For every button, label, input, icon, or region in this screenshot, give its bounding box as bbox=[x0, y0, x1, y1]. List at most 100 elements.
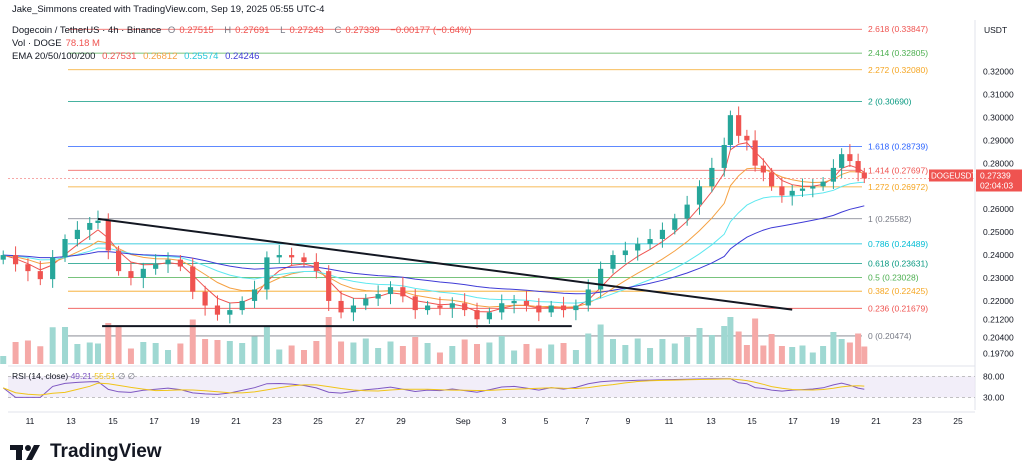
volume-bar bbox=[226, 341, 233, 364]
time-tick-label: 23 bbox=[912, 416, 922, 426]
time-tick-label: 21 bbox=[231, 416, 241, 426]
fib-level-label: 1.414 (0.27697) bbox=[868, 165, 928, 175]
candle-body bbox=[424, 305, 431, 311]
volume-bar bbox=[74, 344, 81, 364]
volume-bar bbox=[768, 334, 775, 364]
time-tick-label: 9 bbox=[626, 416, 631, 426]
fib-level-label: 1.618 (0.28739) bbox=[868, 141, 928, 151]
candle-body bbox=[363, 298, 369, 306]
candle-body bbox=[684, 204, 690, 219]
candle-body bbox=[523, 300, 530, 306]
candle-body bbox=[779, 186, 785, 196]
time-tick-label: 19 bbox=[830, 416, 840, 426]
time-tick-label: 17 bbox=[149, 416, 159, 426]
volume-bar bbox=[861, 346, 868, 364]
candle-body bbox=[264, 257, 270, 290]
time-tick-label: 21 bbox=[871, 416, 881, 426]
fib-level-label: 2 (0.30690) bbox=[868, 97, 912, 107]
ohlc-high: H 0.27691 bbox=[224, 25, 270, 36]
fib-level-label: 0.382 (0.22425) bbox=[868, 286, 928, 296]
volume-bar bbox=[12, 342, 19, 364]
volume-bar bbox=[572, 350, 579, 364]
volume-bar bbox=[449, 346, 456, 364]
candle-body bbox=[87, 222, 93, 230]
price-tick-label: 0.23000 bbox=[983, 273, 1014, 283]
volume-bar bbox=[387, 341, 394, 364]
price-tick-label: 0.20400 bbox=[983, 333, 1014, 343]
time-tick-label: 17 bbox=[788, 416, 798, 426]
volume-bar bbox=[585, 333, 592, 364]
candle-body bbox=[548, 305, 554, 313]
candle-body bbox=[672, 218, 678, 230]
time-tick-label: 25 bbox=[953, 416, 963, 426]
current-price-label: 0.27339 bbox=[980, 170, 1011, 180]
volume-bar bbox=[760, 345, 767, 364]
ema200-line bbox=[3, 205, 865, 295]
candle-body bbox=[610, 255, 616, 269]
volume-bar bbox=[362, 338, 369, 364]
candle-body bbox=[560, 305, 567, 311]
volume-legend: Vol · DOGE 78.18 M bbox=[12, 38, 100, 49]
ohlc-close: C 0.27339 bbox=[334, 25, 380, 36]
volume-bar bbox=[498, 336, 505, 364]
fib-level-label: 0.618 (0.23631) bbox=[868, 259, 928, 269]
candle-body bbox=[647, 239, 653, 244]
candle-body bbox=[810, 186, 816, 189]
candle-body bbox=[400, 287, 406, 297]
candle-body bbox=[412, 296, 418, 311]
time-tick-label: 25 bbox=[313, 416, 323, 426]
time-tick-label: 19 bbox=[190, 416, 200, 426]
volume-bar bbox=[735, 331, 742, 364]
fib-level-label: 2.272 (0.32080) bbox=[868, 65, 928, 75]
candle-body bbox=[511, 300, 517, 304]
candle-body bbox=[820, 181, 826, 187]
volume-bar bbox=[94, 343, 101, 364]
volume-bar bbox=[684, 337, 691, 364]
candle-body bbox=[486, 312, 492, 320]
volume-bar bbox=[743, 345, 750, 364]
volume-bar bbox=[855, 333, 862, 364]
volume-bar bbox=[846, 342, 853, 364]
candle-body bbox=[375, 294, 381, 299]
volume-bar bbox=[189, 319, 196, 364]
rsi-legend: RSI (14, close) 49.21 55.51 ∅ ∅ bbox=[12, 371, 136, 381]
candle-body bbox=[499, 303, 505, 313]
volume-bar bbox=[105, 323, 112, 364]
volume-bar bbox=[436, 352, 443, 364]
volume-bar bbox=[799, 345, 806, 364]
candle-body bbox=[105, 220, 111, 251]
candle-body bbox=[727, 115, 733, 145]
volume-bar bbox=[647, 348, 654, 364]
fib-level-label: 1.272 (0.26972) bbox=[868, 182, 928, 192]
candle-body bbox=[289, 255, 295, 258]
time-tick-label: 23 bbox=[272, 416, 282, 426]
candle-body bbox=[855, 161, 861, 173]
time-tick-label: 29 bbox=[396, 416, 406, 426]
price-tick-label: 0.32000 bbox=[983, 67, 1014, 77]
countdown-label: 02:04:03 bbox=[980, 180, 1013, 190]
volume-bar bbox=[486, 342, 493, 364]
candle-body bbox=[326, 271, 332, 301]
volume-bar bbox=[511, 350, 518, 364]
volume-bar bbox=[115, 326, 122, 364]
volume-bar bbox=[809, 352, 816, 364]
candle-body bbox=[752, 140, 758, 166]
rsi-level-label: 30.00 bbox=[983, 392, 1005, 402]
candle-body bbox=[387, 287, 394, 295]
volume-bar bbox=[239, 343, 246, 364]
price-tick-label: 0.24000 bbox=[983, 250, 1014, 260]
candle-body bbox=[573, 305, 579, 311]
candle-body bbox=[95, 220, 101, 223]
price-tick-label: 0.21200 bbox=[983, 314, 1014, 324]
time-tick-label: Sep bbox=[455, 416, 470, 426]
candle-body bbox=[659, 229, 666, 240]
price-tick-label: 0.19700 bbox=[983, 349, 1014, 359]
volume-bar bbox=[830, 332, 837, 364]
time-tick-label: 11 bbox=[26, 416, 35, 426]
fib-level-label: 0 (0.20474) bbox=[868, 331, 912, 341]
candle-body bbox=[462, 303, 468, 311]
volume-bar bbox=[152, 343, 159, 364]
symbol-badge bbox=[929, 169, 973, 182]
candle-body bbox=[839, 154, 845, 168]
